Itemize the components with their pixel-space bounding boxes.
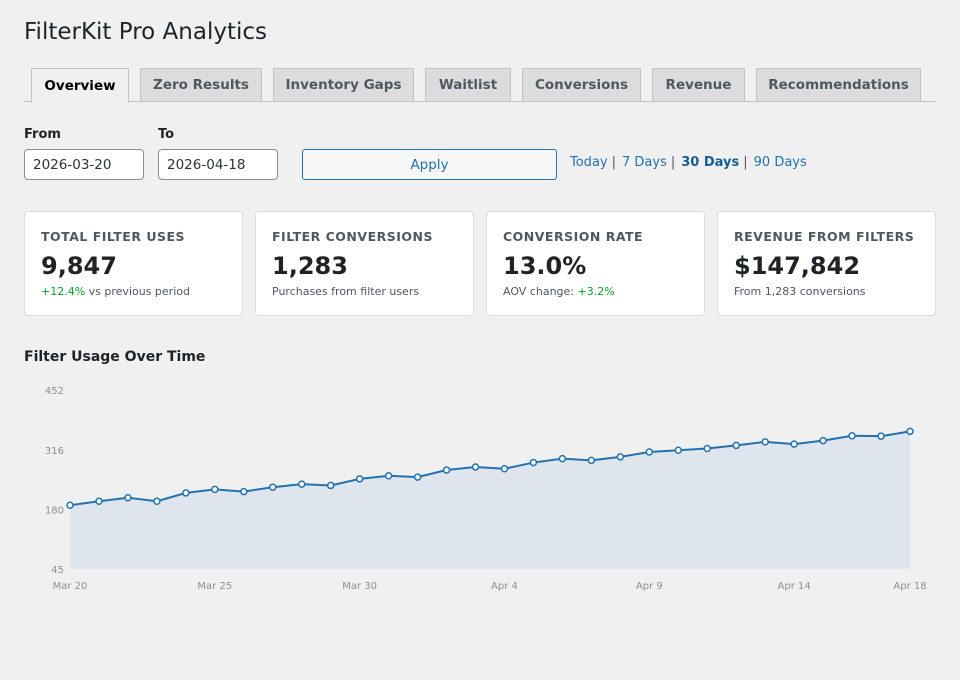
preset-separator: | bbox=[670, 155, 676, 170]
data-point bbox=[355, 475, 364, 483]
card-label: TOTAL FILTER USES bbox=[41, 229, 186, 244]
card-label: CONVERSION RATE bbox=[503, 229, 644, 244]
card-value: 13.0% bbox=[503, 252, 587, 280]
data-point bbox=[500, 464, 509, 473]
chart-line-layer bbox=[69, 430, 911, 507]
card-total-filter-uses: TOTAL FILTER USES 9,847 +12.4% vs previo… bbox=[24, 211, 243, 316]
card-subtext-rest: AOV change: bbox=[503, 285, 578, 298]
x-tick-label: Apr 9 bbox=[636, 581, 663, 592]
data-point bbox=[790, 440, 798, 448]
data-point bbox=[674, 446, 683, 455]
card-subtext-rest: vs previous period bbox=[85, 285, 190, 298]
data-point bbox=[326, 481, 335, 490]
tab-conversions[interactable]: Conversions bbox=[522, 68, 641, 102]
x-tick-label: Mar 20 bbox=[53, 581, 88, 592]
x-tick-label: Apr 14 bbox=[778, 581, 811, 592]
change-positive: +12.4% bbox=[41, 285, 86, 298]
card-conversion-rate: CONVERSION RATE 13.0% AOV change: +3.2% bbox=[486, 211, 705, 316]
preset-today[interactable]: Today bbox=[570, 155, 608, 170]
y-tick-label: 45 bbox=[51, 565, 64, 576]
data-point bbox=[761, 438, 769, 446]
from-label: From bbox=[24, 127, 61, 142]
tab-zero-results[interactable]: Zero Results bbox=[140, 68, 262, 102]
data-point bbox=[240, 487, 248, 496]
series-line bbox=[69, 430, 911, 507]
date-presets: Today | 7 Days | 30 Days | 90 Days bbox=[570, 155, 807, 170]
data-point bbox=[66, 501, 74, 509]
series-area bbox=[70, 431, 910, 569]
data-point bbox=[269, 483, 277, 491]
x-tick-label: Apr 18 bbox=[893, 581, 926, 592]
card-value: 1,283 bbox=[272, 252, 348, 280]
data-point bbox=[558, 454, 567, 463]
preset-7-days[interactable]: 7 Days bbox=[622, 155, 667, 170]
card-value: 9,847 bbox=[41, 252, 117, 280]
data-point bbox=[848, 431, 856, 440]
y-tick-label: 180 bbox=[45, 506, 64, 517]
page-title: FilterKit Pro Analytics bbox=[24, 19, 268, 45]
data-point bbox=[182, 489, 190, 497]
card-subtext: +12.4% vs previous period bbox=[41, 285, 226, 298]
data-point bbox=[703, 444, 711, 453]
data-point bbox=[413, 473, 422, 481]
tab-inventory-gaps[interactable]: Inventory Gaps bbox=[273, 68, 414, 102]
change-positive: +3.2% bbox=[577, 285, 615, 298]
data-point bbox=[153, 497, 161, 506]
x-axis: Mar 20 Mar 25 Mar 30 Apr 4 Apr 9 Apr 14 Apr 18 bbox=[53, 581, 927, 592]
card-filter-conversions: FILTER CONVERSIONS 1,283 Purchases from … bbox=[255, 211, 474, 316]
card-subtext: Purchases from filter users bbox=[272, 285, 420, 298]
x-tick-label: Mar 30 bbox=[342, 581, 377, 592]
card-value: $147,842 bbox=[734, 252, 861, 280]
x-tick-label: Apr 4 bbox=[491, 581, 518, 592]
chart-title: Filter Usage Over Time bbox=[24, 349, 206, 365]
data-point bbox=[645, 448, 654, 456]
chart-points-layer bbox=[66, 427, 914, 509]
apply-button[interactable]: Apply bbox=[302, 149, 557, 180]
y-axis: 45 180 316 452 bbox=[45, 386, 64, 576]
tab-revenue[interactable]: Revenue bbox=[652, 68, 745, 102]
preset-separator: | bbox=[611, 155, 616, 170]
y-tick-label: 316 bbox=[45, 446, 64, 457]
to-date-input[interactable] bbox=[158, 149, 278, 180]
tab-waitlist[interactable]: Waitlist bbox=[425, 68, 511, 102]
data-point bbox=[732, 441, 740, 450]
chart-area-layer bbox=[70, 431, 910, 569]
card-subtext: From 1,283 conversions bbox=[734, 285, 866, 298]
data-point bbox=[211, 485, 219, 494]
preset-90-days[interactable]: 90 Days bbox=[753, 155, 807, 170]
preset-30-days[interactable]: 30 Days bbox=[681, 155, 740, 170]
data-point bbox=[384, 472, 393, 480]
data-point bbox=[906, 427, 914, 436]
data-point bbox=[819, 436, 827, 445]
from-date-input[interactable] bbox=[24, 149, 144, 180]
preset-separator: | bbox=[743, 155, 748, 170]
data-point bbox=[95, 497, 103, 506]
data-point bbox=[124, 494, 132, 502]
card-subtext: AOV change: +3.2% bbox=[503, 285, 688, 298]
card-label: REVENUE FROM FILTERS bbox=[734, 229, 915, 244]
x-tick-label: Mar 25 bbox=[197, 581, 232, 592]
data-point bbox=[877, 432, 885, 440]
data-point bbox=[442, 466, 451, 474]
data-point bbox=[587, 456, 596, 465]
data-point bbox=[471, 463, 480, 471]
y-tick-label: 452 bbox=[45, 386, 64, 397]
card-label: FILTER CONVERSIONS bbox=[272, 229, 433, 244]
to-label: To bbox=[158, 127, 175, 142]
filter-usage-chart: 45 180 316 452 Mar 20 Mar 25 Mar 30 Apr 4 Apr 9… bbox=[45, 386, 927, 592]
card-revenue-from-filters: REVENUE FROM FILTERS $147,842 From 1,283… bbox=[717, 211, 936, 316]
tab-recommendations[interactable]: Recommendations bbox=[756, 68, 921, 102]
data-point bbox=[297, 480, 306, 488]
data-point bbox=[616, 453, 625, 461]
tab-overview[interactable]: Overview bbox=[31, 68, 129, 103]
tab-bar: Overview Zero Results Inventory Gaps Wai… bbox=[24, 68, 936, 103]
data-point bbox=[529, 458, 538, 467]
